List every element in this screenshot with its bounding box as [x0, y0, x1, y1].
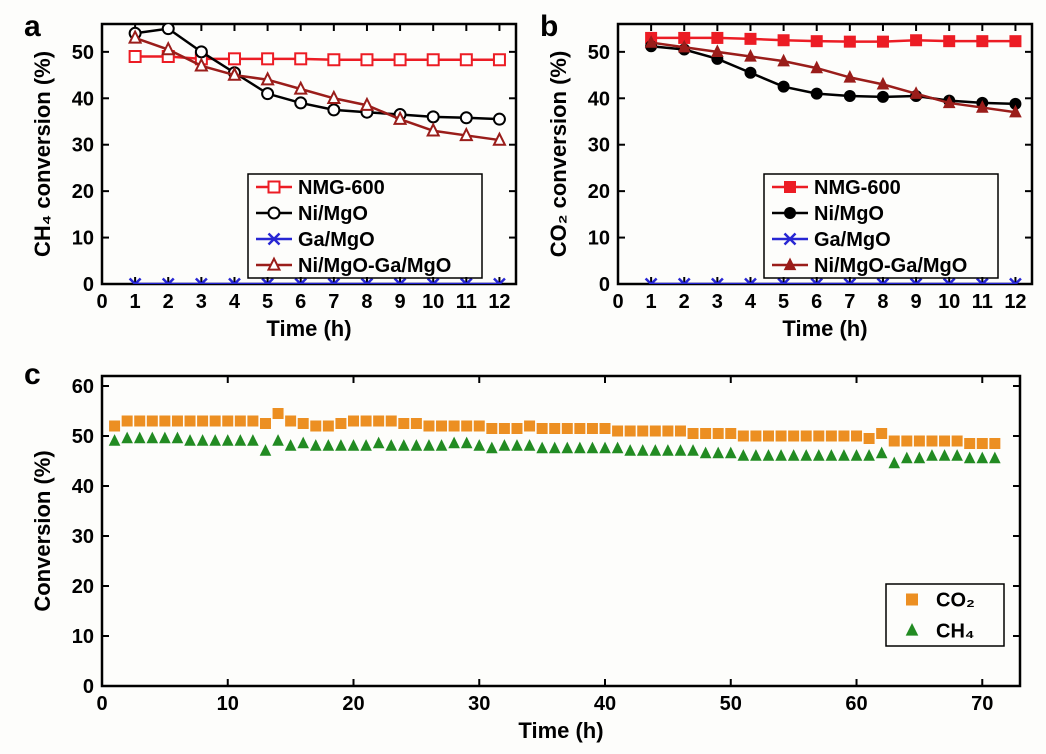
- ytick-label: 40: [588, 88, 610, 110]
- ytick-label: 20: [72, 181, 94, 203]
- ytick-label: 10: [588, 228, 610, 250]
- figure-svg: 012345678910111201020304050Time (h)CH₄ c…: [0, 0, 1046, 754]
- series-line-Ni/MgO-Ga/MgO: [135, 38, 499, 140]
- x-axis-label: Time (h): [518, 718, 603, 743]
- legend-label: CO₂: [936, 590, 975, 612]
- series-markers-Ni/MgO: [646, 41, 1021, 110]
- xtick-label: 70: [971, 693, 993, 715]
- series-line-NMG-600: [651, 38, 1015, 42]
- ytick-label: 50: [588, 42, 610, 64]
- ytick-label: 50: [72, 426, 94, 448]
- xtick-label: 1: [646, 291, 657, 313]
- xtick-label: 9: [395, 291, 406, 313]
- ytick-label: 30: [72, 526, 94, 548]
- legend-label: Ni/MgO: [298, 203, 368, 225]
- ytick-label: 30: [72, 135, 94, 157]
- legend-label: Ga/MgO: [298, 229, 375, 251]
- y-axis-label: Conversion (%): [30, 450, 55, 611]
- xtick-label: 50: [720, 693, 742, 715]
- xtick-label: 9: [911, 291, 922, 313]
- xtick-label: 12: [488, 291, 510, 313]
- ytick-label: 20: [588, 181, 610, 203]
- series-markers-Ni/MgO: [130, 23, 505, 125]
- xtick-label: 20: [342, 693, 364, 715]
- figure: 012345678910111201020304050Time (h)CH₄ c…: [0, 0, 1046, 754]
- legend-label: Ni/MgO-Ga/MgO: [298, 255, 451, 277]
- xtick-label: 10: [422, 291, 444, 313]
- ytick-label: 30: [588, 135, 610, 157]
- panel-a: 012345678910111201020304050Time (h)CH₄ c…: [24, 10, 516, 341]
- xtick-label: 4: [229, 291, 241, 313]
- ytick-label: 20: [72, 576, 94, 598]
- xtick-label: 6: [811, 291, 822, 313]
- xtick-label: 4: [745, 291, 757, 313]
- x-axis-label: Time (h): [782, 316, 867, 341]
- xtick-label: 11: [456, 291, 477, 313]
- ytick-label: 60: [72, 376, 94, 398]
- legend-c: CO₂ CH₄: [886, 584, 1004, 646]
- y-axis-label: CO₂ conversion (%): [546, 51, 571, 258]
- xtick-label: 0: [96, 291, 107, 313]
- xtick-label: 5: [778, 291, 789, 313]
- xtick-label: 8: [361, 291, 372, 313]
- xtick-label: 60: [845, 693, 867, 715]
- legend-label: Ni/MgO: [814, 203, 884, 225]
- xtick-label: 30: [468, 693, 490, 715]
- xtick-label: 2: [163, 291, 174, 313]
- series-line-Ni/MgO: [135, 29, 499, 120]
- x-axis-label: Time (h): [266, 316, 351, 341]
- legend-label: Ni/MgO-Ga/MgO: [814, 255, 967, 277]
- xtick-label: 5: [262, 291, 273, 313]
- legend-label: NMG-600: [814, 177, 901, 199]
- ytick-label: 40: [72, 88, 94, 110]
- xtick-label: 11: [972, 291, 993, 313]
- xtick-label: 7: [328, 291, 339, 313]
- xtick-label: 3: [712, 291, 723, 313]
- ytick-label: 0: [599, 274, 610, 296]
- legend-label: NMG-600: [298, 177, 385, 199]
- series-markers-Ni/MgO-Ga/MgO: [130, 32, 505, 145]
- legend-label: Ga/MgO: [814, 229, 891, 251]
- legend-b: NMG-600 Ni/MgO Ga/MgO Ni/MgO-Ga/MgO: [764, 174, 998, 278]
- xtick-label: 1: [130, 291, 141, 313]
- xtick-label: 7: [844, 291, 855, 313]
- series-line-Ni/MgO: [651, 46, 1015, 104]
- xtick-label: 2: [679, 291, 690, 313]
- xtick-label: 3: [196, 291, 207, 313]
- panel-tag-a: a: [24, 10, 41, 43]
- panel-c: 0 10 20 30 40 50 60 70 0 10 20 30 40 50 60 Time (h) Conv…: [24, 358, 1020, 743]
- xtick-label: 8: [877, 291, 888, 313]
- legend-label: CH₄: [936, 621, 974, 643]
- ytick-label: 0: [83, 274, 94, 296]
- panel-tag-b: b: [540, 10, 558, 43]
- panel-b: 012345678910111201020304050Time (h)CO₂ c…: [540, 10, 1032, 341]
- ytick-label: 10: [72, 228, 94, 250]
- xtick-label: 40: [594, 693, 616, 715]
- xtick-label: 12: [1004, 291, 1026, 313]
- ytick-label: 10: [72, 626, 94, 648]
- xtick-label: 6: [295, 291, 306, 313]
- xtick-label: 10: [938, 291, 960, 313]
- y-axis-label: CH₄ conversion (%): [30, 51, 55, 257]
- legend-a: NMG-600 Ni/MgO Ga/MgO Ni/MgO-Ga/MgO: [248, 174, 482, 278]
- xtick-label: 0: [96, 693, 107, 715]
- xtick-label: 0: [612, 291, 623, 313]
- ytick-label: 50: [72, 42, 94, 64]
- ytick-label: 0: [83, 676, 94, 698]
- panel-tag-c: c: [24, 358, 41, 391]
- xtick-label: 10: [217, 693, 239, 715]
- ytick-label: 40: [72, 476, 94, 498]
- series-markers-NMG-600: [646, 32, 1021, 47]
